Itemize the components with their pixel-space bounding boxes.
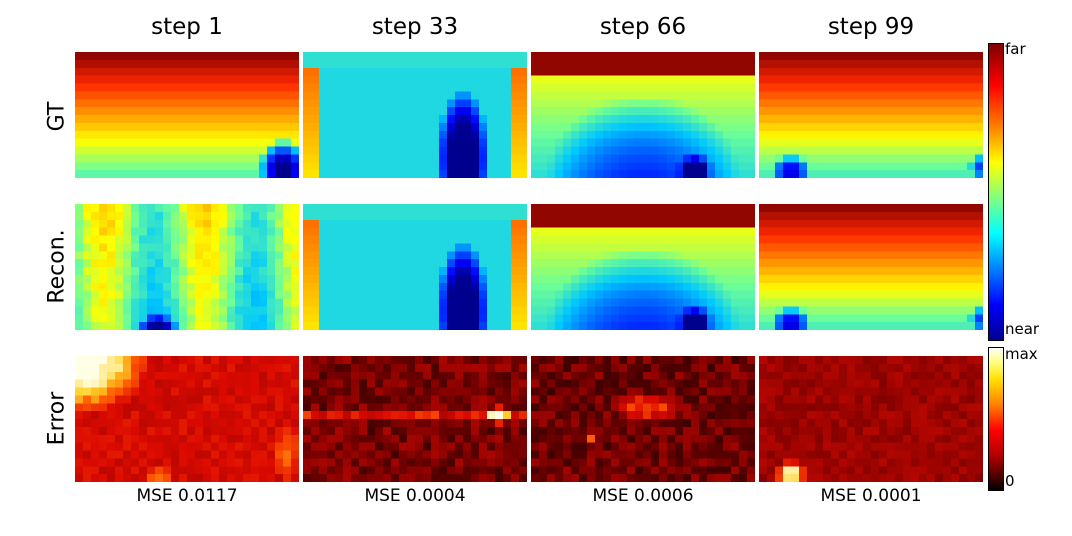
column-title-step-66: step 66: [599, 14, 687, 40]
column-title-step-1: step 1: [151, 14, 223, 40]
error-map-step-99: [759, 356, 983, 482]
depth-colorbar: [988, 43, 1004, 341]
depth-colorbar-near-label: near: [1005, 320, 1040, 338]
error-map-step-33: [303, 356, 527, 482]
row-label-error: Error: [44, 391, 70, 446]
error-colorbar: [988, 347, 1004, 491]
recon-depth-map-step-1: [75, 204, 299, 330]
gt-depth-map-step-66: [531, 52, 755, 178]
column-title-step-33: step 33: [371, 14, 459, 40]
recon-depth-map-step-66: [531, 204, 755, 330]
recon-depth-map-step-33: [303, 204, 527, 330]
mse-label-step-99: MSE 0.0001: [820, 486, 922, 506]
gt-depth-map-step-33: [303, 52, 527, 178]
column-title-step-99: step 99: [827, 14, 915, 40]
mse-label-step-1: MSE 0.0117: [136, 486, 238, 506]
recon-depth-map-step-99: [759, 204, 983, 330]
error-map-step-66: [531, 356, 755, 482]
error-map-step-1: [75, 356, 299, 482]
mse-label-step-66: MSE 0.0006: [592, 486, 694, 506]
error-colorbar-max-label: max: [1005, 345, 1038, 363]
gt-depth-map-step-1: [75, 52, 299, 178]
depth-colorbar-far-label: far: [1005, 40, 1026, 58]
error-colorbar-zero-label: 0: [1005, 472, 1015, 490]
row-label-gt: GT: [44, 101, 70, 132]
gt-depth-map-step-99: [759, 52, 983, 178]
mse-label-step-33: MSE 0.0004: [364, 486, 466, 506]
row-label-recon: Recon.: [44, 229, 70, 304]
